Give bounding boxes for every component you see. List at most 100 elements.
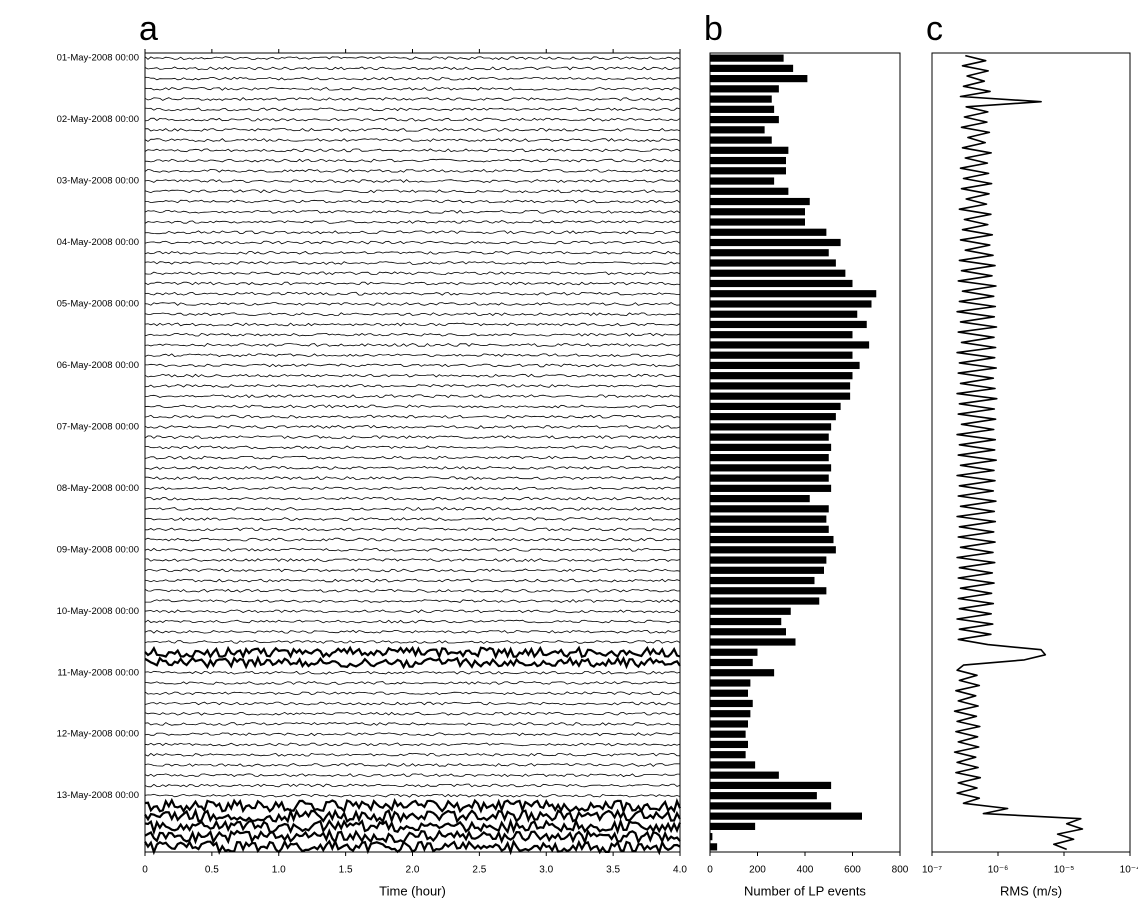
x-tick-label: 0 (142, 865, 148, 876)
bar (710, 218, 805, 226)
x-tick-label: 0.5 (205, 865, 219, 876)
bar (710, 382, 851, 390)
bar (710, 751, 746, 759)
bar (710, 587, 827, 595)
trace (145, 394, 681, 399)
bar (710, 576, 815, 585)
bar (710, 290, 877, 298)
day-label: 03-May-2008 00:00 (57, 176, 139, 187)
trace (144, 773, 680, 778)
bar (710, 720, 748, 728)
trace (145, 599, 681, 603)
trace (144, 558, 681, 562)
trace (144, 670, 681, 675)
rms-line (953, 54, 1084, 851)
trace (145, 363, 681, 368)
x-tick-label: 4.0 (673, 865, 687, 876)
bar (710, 792, 817, 800)
bar (710, 494, 810, 503)
trace (144, 466, 681, 470)
x-tick-label: 3.5 (606, 865, 620, 876)
trace (144, 763, 681, 767)
trace (144, 568, 681, 573)
bar (710, 177, 775, 185)
trace (144, 732, 681, 737)
bar (710, 802, 832, 810)
trace (144, 168, 681, 173)
bar (710, 228, 827, 236)
x-tick-label: 10⁻⁶ (988, 865, 1009, 876)
trace (144, 261, 681, 265)
trace (144, 404, 681, 409)
bar (710, 75, 808, 83)
x-tick-label: 2.0 (406, 865, 420, 876)
trace (144, 588, 681, 593)
trace (145, 486, 681, 491)
trace (144, 66, 681, 71)
bar (710, 238, 841, 247)
bar (710, 392, 851, 400)
bar (710, 187, 789, 195)
trace (144, 148, 681, 153)
x-axis-label: Number of LP events (744, 883, 866, 898)
trace (144, 701, 681, 706)
bar (710, 454, 829, 462)
bar (710, 310, 858, 318)
trace (144, 414, 681, 419)
bar (710, 341, 870, 349)
trace (144, 742, 681, 747)
trace (144, 445, 681, 450)
bar (710, 279, 853, 288)
bar (710, 617, 782, 626)
bar (710, 146, 789, 154)
bar (710, 679, 751, 687)
bar (710, 658, 753, 667)
trace (144, 655, 681, 670)
bar (710, 208, 805, 216)
bar (710, 812, 862, 820)
trace (144, 291, 681, 296)
bar (710, 566, 824, 574)
trace (144, 353, 681, 358)
day-label: 09-May-2008 00:00 (57, 544, 139, 555)
bar (710, 525, 829, 533)
trace (144, 807, 681, 824)
bar (710, 136, 772, 144)
trace (144, 117, 681, 122)
trace (144, 158, 681, 163)
panel-label: b (704, 10, 723, 48)
bar (710, 474, 829, 482)
trace (144, 250, 681, 255)
bar (710, 126, 765, 134)
bar (710, 771, 779, 779)
day-label: 07-May-2008 00:00 (57, 421, 139, 432)
x-tick-label: 2.5 (472, 865, 486, 876)
bar (710, 105, 775, 113)
bar (710, 300, 872, 308)
bar (710, 64, 794, 72)
bar (710, 95, 772, 103)
bar (710, 197, 810, 206)
bar (710, 556, 827, 564)
bar (710, 372, 853, 380)
bar (710, 761, 756, 769)
bar (710, 484, 832, 492)
trace (144, 435, 681, 439)
x-tick-label: 200 (749, 865, 766, 876)
trace (144, 209, 681, 214)
x-tick-label: 10⁻⁵ (1054, 865, 1075, 876)
panel-label: c (926, 10, 943, 48)
trace (144, 629, 681, 634)
bar (710, 638, 796, 646)
bar (710, 156, 786, 165)
day-label: 05-May-2008 00:00 (57, 298, 139, 309)
bar (710, 607, 791, 615)
trace (144, 783, 681, 788)
trace (144, 189, 681, 194)
trace (144, 343, 681, 347)
day-label: 08-May-2008 00:00 (57, 483, 139, 494)
trace (144, 138, 681, 143)
bar (710, 85, 779, 93)
day-label: 06-May-2008 00:00 (57, 360, 139, 371)
